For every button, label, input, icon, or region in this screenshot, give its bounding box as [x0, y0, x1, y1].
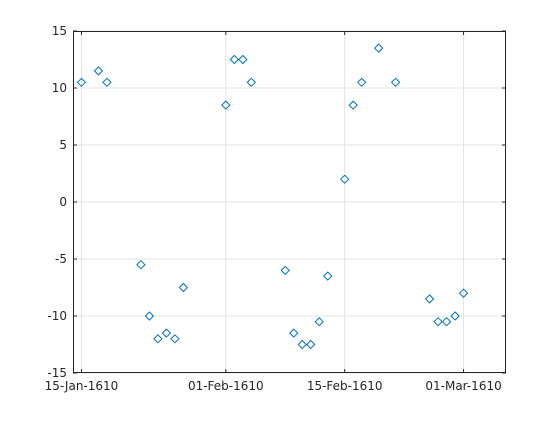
- data-point-marker: [102, 77, 112, 88]
- data-point-marker: [144, 311, 155, 321]
- x-tick-label: 01-Mar-1610: [425, 379, 501, 393]
- data-point-marker: [339, 174, 350, 184]
- data-point-marker: [136, 259, 146, 270]
- x-tick-label: 01-Feb-1610: [188, 379, 264, 393]
- data-point-marker: [289, 328, 299, 338]
- data-point-marker: [348, 100, 358, 110]
- y-tick-label: -10: [47, 309, 67, 323]
- y-tick-label: -5: [55, 252, 67, 266]
- data-point-marker: [229, 54, 240, 65]
- x-tick-label: 15-Feb-1610: [307, 379, 383, 393]
- data-points: [76, 43, 469, 350]
- y-tick-label: 0: [59, 195, 67, 209]
- y-axis-ticks: -15 -10 -5 0 5 10 15: [47, 24, 506, 380]
- x-axis-ticks: 15-Jan-1610 01-Feb-1610 15-Feb-1610 01-Mar-…: [45, 31, 502, 393]
- data-point-marker: [322, 271, 333, 281]
- y-tick-label: 5: [59, 138, 67, 152]
- data-point-marker: [458, 288, 469, 298]
- data-point-marker: [178, 282, 189, 293]
- data-point-marker: [280, 265, 290, 276]
- data-point-marker: [221, 100, 231, 110]
- data-point-marker: [93, 66, 104, 76]
- data-point-marker: [373, 43, 384, 53]
- data-point-marker: [390, 77, 401, 88]
- data-point-marker: [238, 54, 248, 65]
- data-point-marker: [356, 77, 367, 88]
- data-point-marker: [76, 77, 87, 88]
- data-point-marker: [450, 311, 460, 321]
- y-tick-label: 10: [52, 81, 67, 95]
- y-tick-label: 15: [52, 24, 67, 38]
- data-point-marker: [441, 316, 452, 327]
- data-point-marker: [314, 316, 324, 327]
- data-point-marker: [306, 339, 316, 350]
- x-tick-label: 15-Jan-1610: [45, 379, 119, 393]
- data-point-marker: [153, 334, 163, 344]
- data-point-marker: [246, 77, 257, 88]
- data-point-marker: [161, 328, 172, 338]
- data-point-marker: [170, 334, 180, 344]
- data-point-marker: [424, 294, 435, 304]
- data-point-marker: [297, 339, 307, 350]
- data-point-marker: [433, 316, 443, 327]
- y-tick-label: -15: [47, 366, 67, 380]
